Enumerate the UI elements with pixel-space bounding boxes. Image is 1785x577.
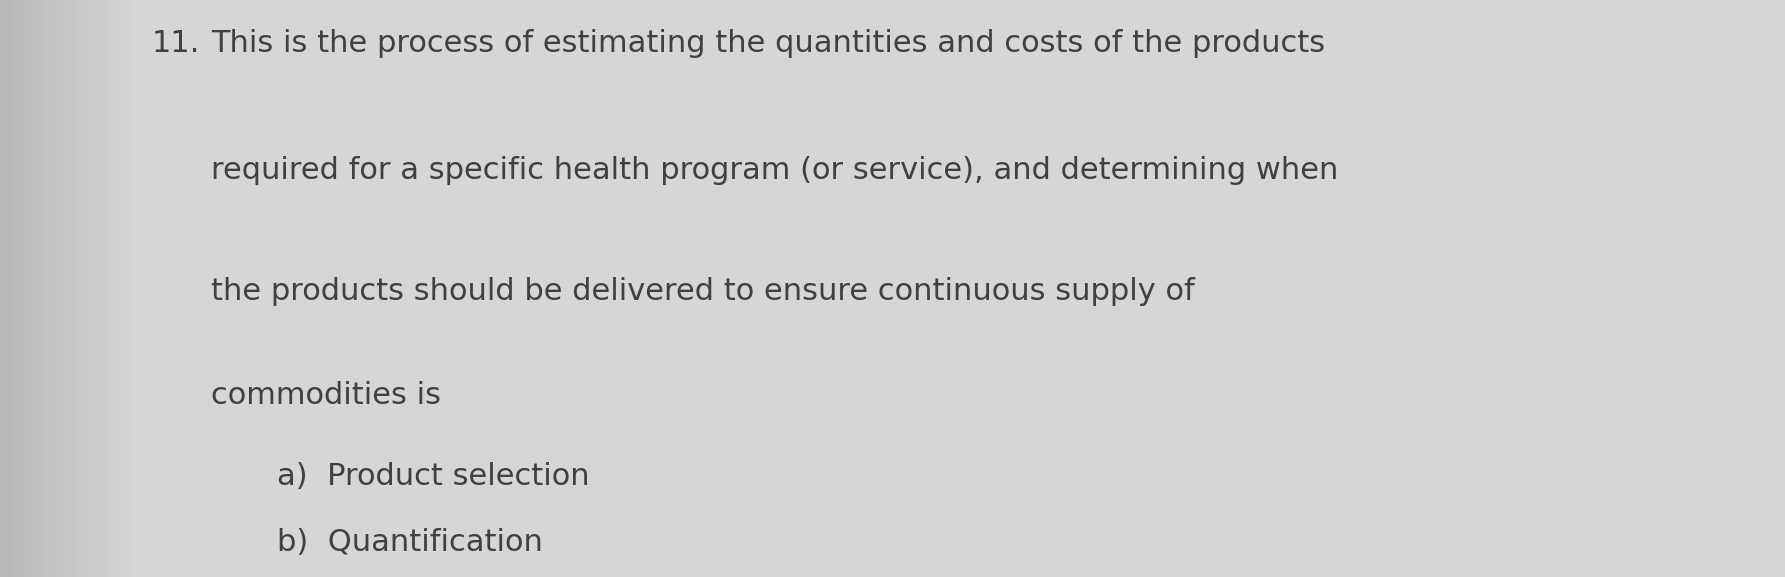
Bar	[37, 0, 41, 577]
Text: This is the process of estimating the quantities and costs of the products: This is the process of estimating the qu…	[211, 29, 1324, 58]
Bar	[114, 0, 118, 577]
Text: required for a specific health program (or service), and determining when: required for a specific health program (…	[211, 156, 1339, 185]
Bar	[57, 0, 59, 577]
Bar	[25, 0, 27, 577]
Bar	[39, 0, 43, 577]
Bar	[68, 0, 70, 577]
Bar	[89, 0, 91, 577]
Bar	[21, 0, 25, 577]
Bar	[54, 0, 57, 577]
Bar	[112, 0, 114, 577]
Bar	[123, 0, 125, 577]
Bar	[32, 0, 36, 577]
Bar	[43, 0, 46, 577]
Bar	[75, 0, 79, 577]
Bar	[16, 0, 18, 577]
Bar	[125, 0, 129, 577]
Bar	[84, 0, 86, 577]
Bar	[27, 0, 29, 577]
Bar	[48, 0, 52, 577]
Text: commodities is: commodities is	[211, 381, 441, 410]
Bar	[86, 0, 89, 577]
Bar	[50, 0, 54, 577]
Bar	[121, 0, 123, 577]
Bar	[4, 0, 5, 577]
Bar	[104, 0, 107, 577]
Bar	[18, 0, 21, 577]
Text: a)  Product selection: a) Product selection	[277, 462, 589, 490]
Bar	[111, 0, 112, 577]
Bar	[107, 0, 111, 577]
Bar	[0, 0, 4, 577]
Bar	[102, 0, 104, 577]
Bar	[64, 0, 68, 577]
Bar	[29, 0, 32, 577]
Bar	[93, 0, 96, 577]
Bar	[14, 0, 16, 577]
Bar	[11, 0, 14, 577]
Bar	[70, 0, 73, 577]
Bar	[129, 0, 132, 577]
Bar	[36, 0, 37, 577]
Bar	[132, 0, 134, 577]
Bar	[46, 0, 48, 577]
Text: 11.: 11.	[152, 29, 200, 58]
Bar	[7, 0, 11, 577]
Bar	[91, 0, 95, 577]
Bar	[96, 0, 100, 577]
Bar	[61, 0, 64, 577]
Bar	[100, 0, 102, 577]
Bar	[59, 0, 61, 577]
Bar	[73, 0, 75, 577]
Text: b)  Quantification: b) Quantification	[277, 528, 543, 557]
Text: the products should be delivered to ensure continuous supply of: the products should be delivered to ensu…	[211, 277, 1194, 306]
Bar	[80, 0, 84, 577]
Bar	[79, 0, 80, 577]
Bar	[118, 0, 121, 577]
Bar	[5, 0, 9, 577]
